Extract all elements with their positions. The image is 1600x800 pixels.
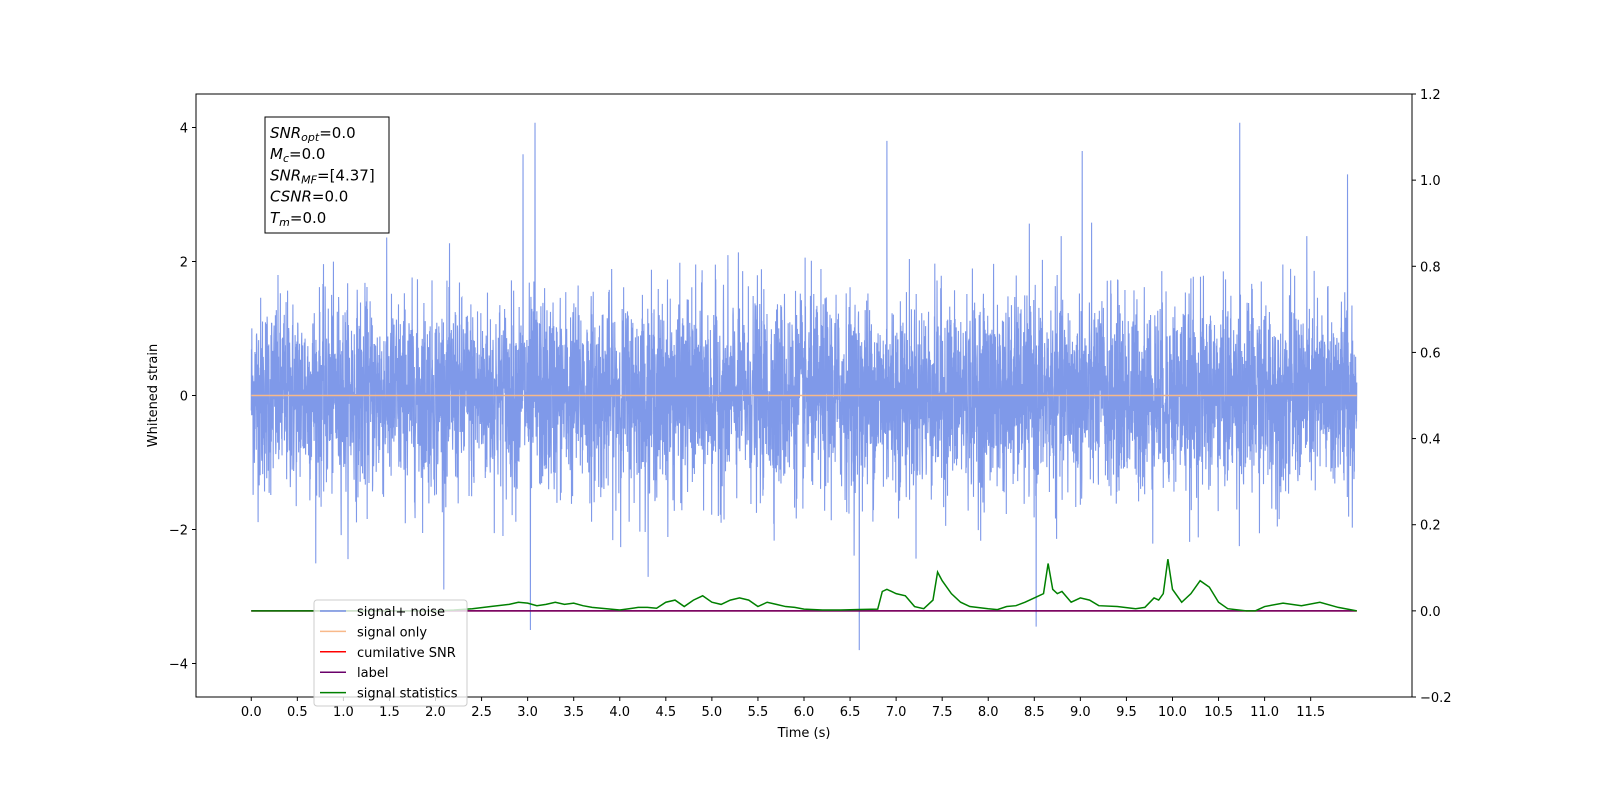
x-tick-label: 8.0 bbox=[978, 705, 999, 720]
x-tick-label: 2.0 bbox=[425, 705, 446, 720]
y-right-tick-label: 1.2 bbox=[1420, 88, 1441, 103]
legend: signal+ noise signal only cumilative SNR la… bbox=[313, 599, 468, 707]
x-tick-label: 6.5 bbox=[840, 705, 861, 720]
y-tick-label: 2 bbox=[180, 256, 188, 271]
x-tick-label: 10.0 bbox=[1158, 705, 1187, 720]
x-tick-label: 7.5 bbox=[932, 705, 953, 720]
y-tick-label: 0 bbox=[180, 390, 188, 405]
legend-item: label bbox=[320, 666, 388, 681]
x-tick-label: 1.5 bbox=[379, 705, 400, 720]
legend-label: signal statistics bbox=[357, 687, 458, 702]
y-right-tick-label: 1.0 bbox=[1420, 174, 1441, 189]
legend-item: cumilative SNR bbox=[320, 646, 456, 661]
series-signal-statistics bbox=[251, 559, 1357, 612]
x-tick-label: 5.0 bbox=[702, 705, 723, 720]
x-tick-label: 6.0 bbox=[794, 705, 815, 720]
x-tick-label: 10.5 bbox=[1204, 705, 1233, 720]
x-tick-label: 4.5 bbox=[655, 705, 676, 720]
y-axis-left: 4 2 0 −2 −4 bbox=[169, 122, 196, 673]
x-tick-label: 7.0 bbox=[886, 705, 907, 720]
legend-item: signal statistics bbox=[320, 687, 458, 702]
y-right-tick-label: 0.6 bbox=[1420, 346, 1441, 361]
x-tick-label: 0.0 bbox=[241, 705, 262, 720]
annotation-line: SNRMF=[4.37] bbox=[270, 166, 375, 186]
annotation-line: SNRopt=0.0 bbox=[270, 124, 356, 144]
x-tick-label: 8.5 bbox=[1024, 705, 1045, 720]
x-tick-label: 11.5 bbox=[1296, 705, 1325, 720]
annotation-line: Mc=0.0 bbox=[270, 145, 325, 165]
legend-label: label bbox=[357, 666, 388, 681]
y-right-tick-label: −0.2 bbox=[1420, 691, 1452, 706]
legend-item: signal+ noise bbox=[320, 605, 445, 620]
x-tick-label: 11.0 bbox=[1250, 705, 1279, 720]
annotation-line: CSNR=0.0 bbox=[270, 188, 348, 206]
legend-label: signal+ noise bbox=[357, 605, 445, 620]
legend-item: signal only bbox=[320, 625, 427, 640]
y-right-tick-label: 0.0 bbox=[1420, 605, 1441, 620]
x-tick-label: 1.0 bbox=[333, 705, 354, 720]
y-right-tick-label: 0.2 bbox=[1420, 519, 1441, 534]
y-tick-label: 4 bbox=[180, 122, 188, 137]
y-tick-label: −4 bbox=[169, 658, 188, 673]
annotation-frame bbox=[264, 116, 390, 234]
y-right-tick-label: 0.8 bbox=[1420, 260, 1441, 275]
legend-label: signal only bbox=[357, 625, 427, 640]
x-tick-label: 3.5 bbox=[563, 705, 584, 720]
annotation-line: Tm=0.0 bbox=[270, 209, 326, 229]
x-tick-label: 0.5 bbox=[287, 705, 308, 720]
x-tick-label: 4.0 bbox=[609, 705, 630, 720]
y-right-tick-label: 0.4 bbox=[1420, 433, 1441, 448]
legend-label: cumilative SNR bbox=[357, 646, 456, 661]
x-tick-label: 2.5 bbox=[471, 705, 492, 720]
x-tick-label: 9.5 bbox=[1116, 705, 1137, 720]
series-signal-noise bbox=[250, 122, 1358, 651]
x-axis-label: Time (s) bbox=[777, 726, 831, 741]
y-axis-right: 1.2 1.0 0.8 0.6 0.4 0.2 0.0 −0.2 bbox=[1412, 88, 1452, 706]
y-axis-label: Whitened strain bbox=[146, 344, 161, 447]
x-tick-label: 5.5 bbox=[748, 705, 769, 720]
x-tick-label: 3.0 bbox=[517, 705, 538, 720]
y-tick-label: −2 bbox=[169, 524, 188, 539]
x-tick-label: 9.0 bbox=[1070, 705, 1091, 720]
legend-frame bbox=[313, 599, 468, 707]
x-axis: 0.0 0.5 1.0 1.5 2.0 2.5 3.0 3.5 4.0 4.5 5.0 5.5 6.0 6… bbox=[241, 697, 1325, 720]
